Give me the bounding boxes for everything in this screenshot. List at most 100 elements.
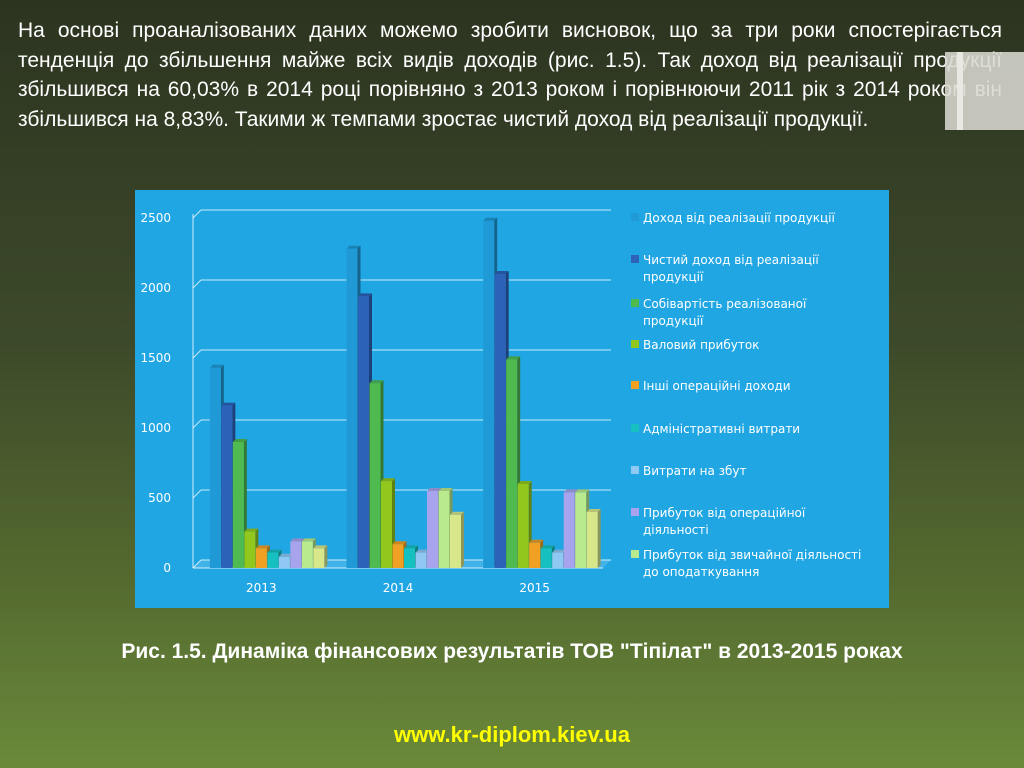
bar-s3-c2: [517, 484, 529, 568]
legend-swatch-3: [631, 340, 639, 348]
legend-swatch-1: [631, 255, 639, 263]
gridline-diag-4: [192, 279, 202, 289]
legend-label-4-0: Інші операційні доходи: [643, 379, 791, 393]
bar-side-s9-c2: [597, 509, 601, 568]
bar-side-s9-c0: [324, 545, 328, 568]
bar-s9-c1: [450, 514, 461, 568]
bar-s8-c2: [575, 492, 587, 568]
bar-s2-c0: [232, 442, 244, 568]
bar-top-s8-c2: [575, 489, 590, 493]
bar-s5-c1: [404, 548, 415, 568]
legend-swatch-4: [631, 381, 639, 389]
x-tick-label-1: 2014: [383, 581, 414, 595]
bar-s1-c0: [221, 405, 233, 568]
bar-s4-c2: [529, 542, 541, 568]
gridline-diag-2: [192, 419, 202, 429]
bar-s0-c1: [346, 248, 358, 569]
bar-s0-c2: [483, 220, 495, 569]
bar-s4-c1: [392, 544, 404, 568]
gridline-diag-0: [192, 559, 202, 569]
bar-top-s8-c1: [438, 488, 453, 491]
gridline-diag-3: [192, 349, 202, 359]
bar-top-s0-c1: [346, 245, 361, 249]
bar-s5-c2: [540, 548, 552, 568]
legend-label-1-1: продукції: [643, 270, 704, 284]
bar-s5-c0: [267, 552, 279, 568]
bar-top-s7-c0: [290, 538, 305, 542]
bar-top-s2-c1: [369, 380, 384, 384]
bar-top-s9-c0: [313, 545, 328, 549]
bar-s8-c1: [438, 491, 450, 568]
bar-top-s3-c0: [244, 528, 259, 532]
bar-s7-c2: [563, 492, 575, 568]
bar-top-s0-c0: [209, 364, 224, 368]
bar-s1-c1: [358, 296, 369, 568]
legend-label-7-0: Прибуток від операційної: [643, 506, 806, 520]
bar-s7-c0: [290, 541, 302, 568]
bar-s6-c2: [552, 552, 564, 568]
figure-caption: Рис. 1.5. Динаміка фінансових результаті…: [121, 640, 903, 663]
bar-top-s1-c2: [494, 271, 509, 274]
bar-top-s6-c1: [415, 549, 430, 553]
legend-label-2-0: Собівартість реалізованої: [643, 297, 807, 311]
bar-s3-c1: [381, 481, 392, 568]
bar-top-s1-c0: [221, 402, 236, 406]
legend-label-2-1: продукції: [643, 314, 704, 328]
bar-top-s0-c2: [483, 217, 498, 221]
bar-top-s7-c2: [563, 489, 578, 493]
y-tick-label-2: 1000: [140, 421, 171, 435]
bar-top-s2-c2: [506, 356, 521, 360]
legend-swatch-8: [631, 550, 639, 558]
bar-top-s4-c2: [529, 539, 544, 543]
bar-side-s9-c1: [461, 511, 464, 568]
bar-top-s4-c0: [255, 545, 270, 549]
bar-s0-c0: [209, 367, 221, 568]
bar-top-s2-c0: [232, 439, 247, 442]
bar-top-s7-c1: [427, 488, 441, 491]
legend-swatch-0: [631, 213, 639, 221]
legend-swatch-5: [631, 424, 639, 432]
legend-swatch-2: [631, 299, 639, 307]
bar-top-s5-c2: [540, 545, 555, 549]
bar-s8-c0: [301, 541, 313, 568]
legend-label-6-0: Витрати на збут: [643, 464, 746, 478]
bar-s1-c2: [494, 274, 506, 568]
bar-top-s5-c1: [404, 545, 418, 549]
x-tick-label-2: 2015: [519, 581, 550, 595]
bar-top-s9-c1: [450, 511, 464, 515]
legend-label-0-0: Доход від реалізації продукції: [643, 211, 835, 225]
legend-label-8-1: до оподаткування: [643, 565, 759, 579]
bar-s4-c0: [255, 548, 267, 568]
decorative-strip: [957, 52, 963, 130]
bar-s9-c2: [586, 512, 598, 568]
y-tick-label-3: 1500: [140, 351, 171, 365]
legend-label-7-1: діяльності: [643, 523, 709, 537]
y-tick-label-4: 2000: [140, 281, 171, 295]
bar-top-s3-c2: [517, 481, 532, 484]
legend-swatch-6: [631, 466, 639, 474]
legend-label-5-0: Адміністративні витрати: [643, 422, 800, 436]
bar-s3-c0: [244, 531, 256, 568]
gridline-diag-5: [192, 209, 202, 219]
y-tick-label-5: 2500: [140, 211, 171, 225]
bar-s6-c1: [415, 552, 427, 568]
bar-s9-c0: [313, 548, 325, 568]
bar-top-s6-c2: [552, 549, 567, 553]
legend-label-1-0: Чистий доход від реалізації: [643, 253, 819, 267]
gridline-diag-1: [192, 489, 202, 499]
bar-top-s9-c2: [586, 509, 601, 512]
x-tick-label-0: 2013: [246, 581, 277, 595]
legend-label-8-0: Прибуток від звичайної діяльності: [643, 548, 861, 562]
bar-s2-c2: [506, 359, 518, 568]
legend-swatch-7: [631, 508, 639, 516]
bar-top-s8-c0: [301, 538, 316, 542]
bar-top-s5-c0: [267, 549, 282, 553]
y-tick-label-1: 500: [148, 491, 171, 505]
website-link[interactable]: www.kr-diplom.kiev.ua: [394, 722, 630, 747]
bar-top-s1-c1: [358, 293, 372, 297]
chart-panel: 0 500 1000 1500 2000 2500 2013 2014 2015 Доход ві…: [135, 190, 889, 608]
bar-chart: 0 500 1000 1500 2000 2500 2013 2014 2015 Доход ві…: [140, 209, 861, 595]
bar-top-s6-c0: [278, 553, 293, 557]
body-paragraph: На основі проаналізованих даних можемо з…: [18, 19, 1002, 131]
bar-top-s4-c1: [392, 541, 407, 545]
